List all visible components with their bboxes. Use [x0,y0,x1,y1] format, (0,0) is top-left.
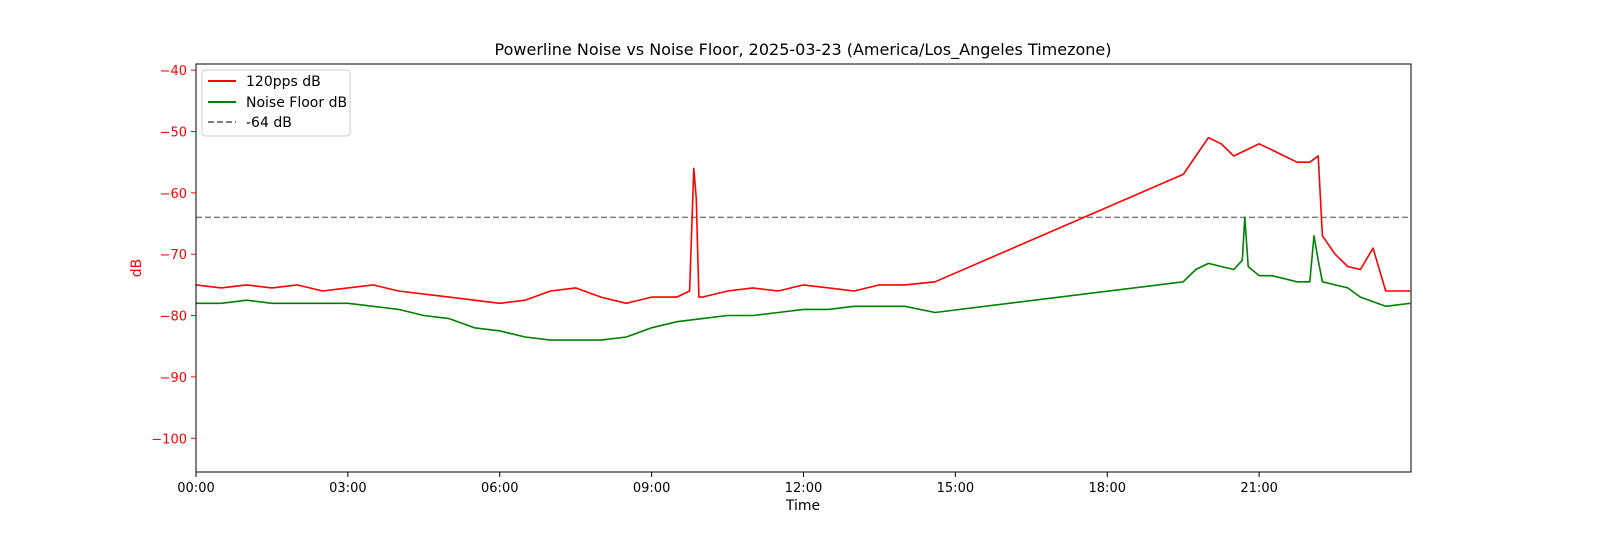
legend: 120pps dB Noise Floor dB -64 dB [201,69,351,137]
chart-title: Powerline Noise vs Noise Floor, 2025-03-… [495,40,1112,60]
y-tick-label: −90 [160,371,187,386]
x-tick-label: 03:00 [329,481,366,496]
legend-label-noise-floor: Noise Floor dB [246,95,347,111]
x-tick-label: 00:00 [177,481,214,496]
series-line-noise-floor-db [196,216,1411,341]
x-tick-label: 12:00 [785,481,822,496]
x-tick-label: 06:00 [481,481,518,496]
x-tick-label: 09:00 [633,481,670,496]
y-tick-label: −80 [160,310,187,325]
legend-label-120pps: 120pps dB [246,74,321,90]
y-tick-label: −40 [160,64,187,79]
x-tick-label: 21:00 [1240,481,1277,496]
y-tick-label: −50 [160,125,187,140]
y-tick-label: −70 [160,248,187,263]
x-tick-label: 18:00 [1089,481,1126,496]
series-line-120pps-db [195,136,1411,305]
y-axis-label: dB [129,259,145,278]
y-tick-label: −60 [160,187,187,202]
legend-box [201,69,351,137]
legend-label-reference: -64 dB [246,115,292,131]
y-tick-label: −100 [151,432,187,447]
x-tick-label: 15:00 [937,481,974,496]
x-axis-label: Time [785,498,820,514]
